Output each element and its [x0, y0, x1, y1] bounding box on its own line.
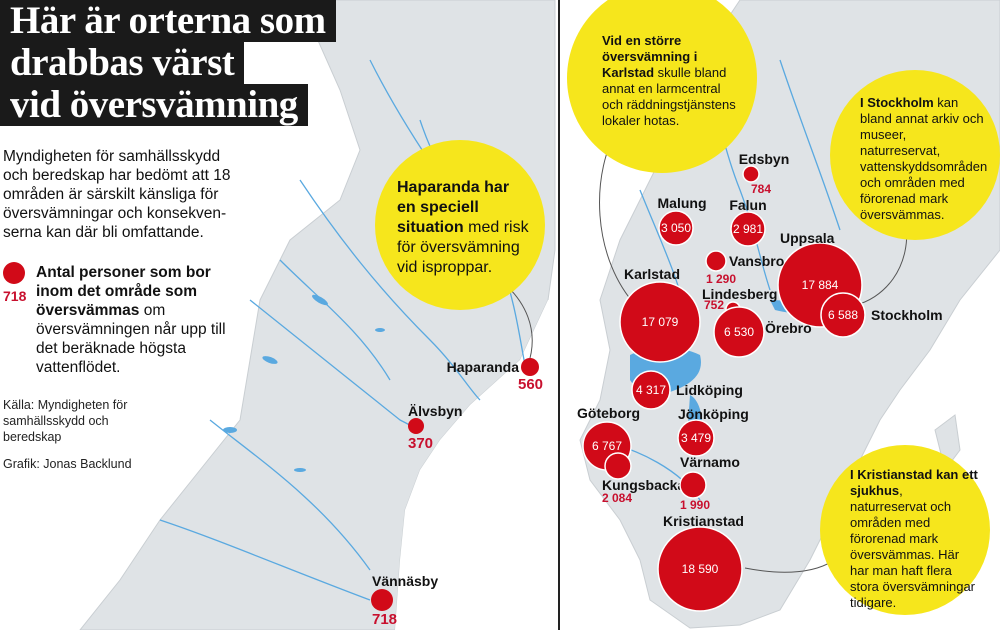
marker-stockholm	[820, 292, 866, 338]
value-karlstad: 17 079	[642, 315, 679, 329]
callout-kristianstad-rest: , naturreservat och områden med förorena…	[850, 483, 975, 610]
value-edsbyn: 784	[751, 182, 771, 196]
callout-kristianstad-bubble	[820, 445, 990, 615]
value-kungsbacka: 2 084	[602, 491, 632, 505]
marker-orebro	[713, 306, 765, 358]
label-uppsala: Uppsala	[780, 230, 835, 246]
callout-haparanda-bubble	[375, 140, 545, 310]
value-varnamo: 1 990	[680, 498, 710, 512]
headline: Här är orterna som drabbas värst vid öve…	[0, 0, 352, 126]
label-falun: Falun	[729, 197, 766, 213]
callout-karlstad-bubble	[567, 0, 757, 173]
label-alvsbyn: Älvsbyn	[408, 403, 462, 419]
marker-haparanda	[521, 358, 539, 376]
marker-varnamo	[679, 471, 707, 499]
label-haparanda: Haparanda	[447, 359, 520, 375]
value-falun: 2 981	[733, 222, 763, 236]
headline-line-3: vid översvämning	[0, 84, 308, 126]
label-edsbyn: Edsbyn	[739, 151, 790, 167]
label-orebro: Örebro	[765, 320, 812, 336]
headline-line-2: drabbas värst	[0, 42, 245, 84]
value-haparanda: 560	[518, 376, 543, 393]
marker-kungsbacka	[604, 452, 632, 480]
label-malung: Malung	[658, 195, 707, 211]
value-uppsala: 17 884	[802, 278, 839, 292]
callout-haparanda-bold: Haparanda har en speciell situation	[397, 179, 510, 236]
value-goteborg: 6 767	[592, 439, 622, 453]
label-kristianstad: Kristianstad	[663, 513, 744, 529]
panel-divider	[558, 0, 560, 630]
headline-line-1: Här är orterna som	[0, 0, 336, 42]
callout-stockholm-rest: kan bland annat arkiv och museer, naturr…	[860, 95, 988, 222]
callout-karlstad-text: Vid en större översvämning i Karlstad sk…	[602, 33, 737, 129]
label-kungsbacka: Kungsbacka	[602, 477, 685, 493]
label-lidkoping: Lidköping	[676, 382, 743, 398]
label-karlstad: Karlstad	[624, 266, 680, 282]
value-vansbro: 1 290	[706, 272, 736, 286]
label-goteborg: Göteborg	[577, 405, 640, 421]
callout-kristianstad-text: I Kristianstad kan ett sjukhus, naturres…	[850, 467, 980, 611]
marker-alvsbyn	[408, 418, 424, 434]
value-stockholm: 6 588	[828, 308, 858, 322]
value-vannasby: 718	[372, 611, 397, 628]
legend-text: Antal personer som bor inom det område s…	[36, 263, 236, 377]
callout-kristianstad-bold: I Kristianstad kan ett sjukhus	[850, 467, 978, 498]
intro-text: Myndigheten för samhällsskydd och bereds…	[3, 148, 231, 241]
value-malung: 3 050	[661, 221, 691, 235]
value-alvsbyn: 370	[408, 435, 433, 452]
legend-text-rest: om översvämningen når upp till det beräk…	[36, 302, 226, 376]
credit-note: Grafik: Jonas Backlund	[3, 457, 132, 471]
marker-vansbro	[705, 250, 727, 272]
legend-value: 718	[3, 288, 27, 304]
marker-falun	[730, 211, 766, 247]
callout-stockholm-bold: I Stockholm	[860, 95, 934, 110]
callout-karlstad-rest: skulle bland annat en larmcentral och rä…	[602, 65, 736, 128]
label-lindesberg: Lindesberg	[702, 286, 777, 302]
value-lindesberg: 752	[704, 298, 724, 312]
callout-haparanda-rest: med risk för översvämning vid isproppar.	[397, 219, 529, 276]
label-stockholm: Stockholm	[871, 307, 943, 323]
callout-stockholm-text: I Stockholm kan bland annat arkiv och mu…	[860, 95, 990, 223]
legend-marker	[3, 262, 25, 284]
marker-malung	[658, 210, 694, 246]
callout-stockholm-bubble	[830, 70, 1000, 240]
label-vannasby: Vännäsby	[372, 573, 438, 589]
value-lidkoping: 4 317	[636, 383, 666, 397]
gulf-of-bothnia	[395, 300, 555, 630]
legend-text-bold: Antal personer som bor inom det område s…	[36, 264, 211, 319]
source-note: Källa: Myndigheten för samhällsskydd och…	[3, 398, 128, 444]
marker-jonkoping	[677, 419, 715, 457]
marker-kristianstad	[657, 526, 743, 612]
label-varnamo: Värnamo	[680, 454, 740, 470]
value-kristianstad: 18 590	[682, 562, 719, 576]
marker-karlstad	[619, 281, 701, 363]
north-rivers	[159, 59, 526, 601]
marker-lidkoping	[631, 370, 671, 410]
label-vansbro: Vansbro	[729, 253, 784, 269]
callout-karlstad-bold: Vid en större översvämning i Karlstad	[602, 33, 698, 80]
marker-vannasby	[371, 589, 393, 611]
callout-haparanda-text: Haparanda har en speciell situation med …	[397, 178, 532, 278]
marker-edsbyn	[742, 165, 760, 183]
value-jonkoping: 3 479	[681, 431, 711, 445]
label-jonkoping: Jönköping	[678, 406, 749, 422]
value-orebro: 6 530	[724, 325, 754, 339]
